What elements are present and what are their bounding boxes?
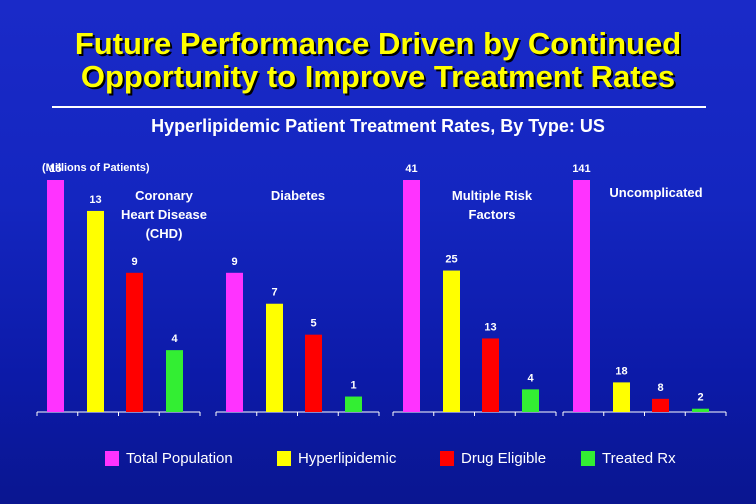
legend-swatch-hyperlipidemic — [277, 451, 291, 466]
legend-label-drug-eligible: Drug Eligible — [461, 450, 547, 467]
bar-uncomplicated-hyperlipidemic — [613, 382, 630, 412]
units-note: (Millions of Patients) — [42, 162, 150, 174]
title-divider — [52, 106, 706, 108]
bar-multiple-risk-factors-treated-rx — [522, 389, 539, 412]
value-label-uncomplicated-total-population: 141 — [572, 163, 590, 175]
panel-label-multiple-risk-factors: Multiple Risk — [452, 188, 533, 203]
bar-diabetes-hyperlipidemic — [266, 303, 283, 412]
panel-label-diabetes: Diabetes — [271, 188, 325, 203]
value-label-uncomplicated-drug-eligible: 8 — [657, 382, 663, 394]
value-label-diabetes-total-population: 9 — [231, 256, 237, 268]
panel-label-multiple-risk-factors: Factors — [469, 207, 516, 222]
value-label-multiple-risk-factors-drug-eligible: 13 — [484, 321, 496, 333]
bar-coronary-heart-disease-chd-total-population — [47, 180, 64, 412]
value-label-coronary-heart-disease-chd-total-population: 15 — [49, 163, 61, 175]
legend-swatch-drug-eligible — [440, 451, 454, 466]
bar-coronary-heart-disease-chd-treated-rx — [166, 350, 183, 412]
legend-label-total-population: Total Population — [126, 450, 233, 467]
bar-multiple-risk-factors-total-population — [403, 180, 420, 412]
value-label-diabetes-treated-rx: 1 — [350, 380, 356, 392]
bar-uncomplicated-total-population — [573, 180, 590, 412]
panel-label-coronary-heart-disease-chd: Coronary — [135, 188, 194, 203]
value-label-multiple-risk-factors-total-population: 41 — [405, 163, 417, 175]
value-label-coronary-heart-disease-chd-drug-eligible: 9 — [131, 256, 137, 268]
value-label-diabetes-hyperlipidemic: 7 — [271, 287, 277, 299]
panel-label-coronary-heart-disease-chd: Heart Disease — [121, 207, 207, 222]
slide-title-line-1: Future Performance Driven by Continued — [74, 26, 682, 61]
bar-multiple-risk-factors-drug-eligible — [482, 338, 499, 412]
bar-uncomplicated-treated-rx — [692, 408, 709, 412]
value-label-uncomplicated-treated-rx: 2 — [697, 392, 703, 404]
legend-swatch-treated-rx — [581, 451, 595, 466]
value-label-coronary-heart-disease-chd-treated-rx: 4 — [171, 333, 178, 345]
legend-label-hyperlipidemic: Hyperlipidemic — [298, 450, 397, 467]
panel-label-coronary-heart-disease-chd: (CHD) — [146, 226, 183, 241]
value-label-diabetes-drug-eligible: 5 — [310, 318, 316, 330]
value-label-uncomplicated-hyperlipidemic: 18 — [615, 365, 627, 377]
bar-uncomplicated-drug-eligible — [652, 398, 669, 412]
panel-label-uncomplicated: Uncomplicated — [609, 185, 702, 200]
legend-swatch-total-population — [105, 451, 119, 466]
bar-coronary-heart-disease-chd-drug-eligible — [126, 272, 143, 412]
bar-diabetes-treated-rx — [345, 396, 362, 412]
bar-coronary-heart-disease-chd-hyperlipidemic — [87, 210, 104, 412]
legend-label-treated-rx: Treated Rx — [602, 450, 676, 467]
slide-title-line-2: Opportunity to Improve Treatment Rates — [80, 59, 676, 94]
value-label-multiple-risk-factors-treated-rx: 4 — [527, 372, 534, 384]
bar-diabetes-drug-eligible — [305, 334, 322, 412]
chart-subtitle: Hyperlipidemic Patient Treatment Rates, … — [151, 116, 605, 136]
bar-diabetes-total-population — [226, 272, 243, 412]
bar-multiple-risk-factors-hyperlipidemic — [443, 270, 460, 412]
value-label-multiple-risk-factors-hyperlipidemic: 25 — [445, 254, 457, 266]
value-label-coronary-heart-disease-chd-hyperlipidemic: 13 — [89, 194, 101, 206]
